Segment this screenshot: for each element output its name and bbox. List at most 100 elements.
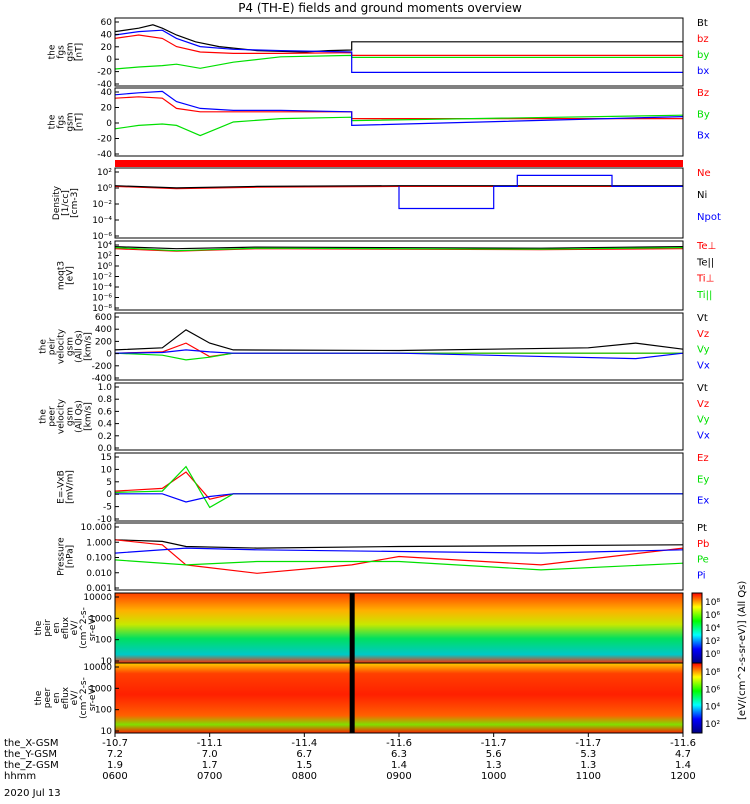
ylabel-peer_velocity: [km/s] — [84, 402, 94, 431]
ytick-label-fgs_gsm: -20 — [97, 68, 112, 78]
footer-value: 4.7 — [675, 749, 691, 760]
colorbar-tick-peir_en_eflux: 10² — [705, 637, 720, 647]
legend-pressure-Pb: Pb — [697, 539, 709, 550]
spectrogram-peir_en_eflux — [115, 593, 683, 663]
frame-efield — [114, 452, 684, 522]
footer-value: -11.1 — [197, 738, 223, 749]
legend-efield-Ez: Ez — [697, 453, 709, 464]
colorbar-tick-peer_en_eflux: 10⁸ — [705, 668, 720, 678]
panel-peir_en_eflux: 10⁸ 10⁶ 10⁴ 10² 10⁰ [eV/(cm^2-s-sr-eV)] (All … — [34, 581, 748, 720]
series-temperature-Te|| — [114, 246, 684, 250]
footer-value: 1.9 — [107, 760, 123, 771]
ytick-label-peir_velocity: 600 — [95, 313, 112, 323]
footer-value: 0600 — [102, 771, 127, 782]
footer-label-the_X-GSM: the_X-GSM — [4, 738, 58, 749]
footer-value: -10.7 — [102, 738, 128, 749]
ytick-label-peer_velocity: 0.6 — [98, 407, 113, 417]
ylabel-temperature: moqt3 — [57, 261, 67, 290]
ytick-label-peer_velocity: 0.2 — [98, 432, 112, 442]
data-gap-marker — [349, 593, 355, 663]
colorbar-tick-peer_en_eflux: 10² — [705, 720, 720, 730]
ytick-label-temperature: 10⁻⁶ — [92, 294, 112, 304]
series-density-Npot — [398, 174, 683, 210]
legend-temperature-Te⊥: Te⊥ — [696, 241, 716, 252]
ytick-label-peir_en_eflux: 10000 — [83, 593, 112, 603]
ylabel-peer_en_eflux: peer — [43, 687, 53, 708]
colorbar-tick-peir_en_eflux: 10⁸ — [705, 598, 720, 608]
frame-pressure — [114, 522, 684, 591]
colorbar-label: [eV/(cm^2-s-sr-eV)] (All Qs) — [737, 581, 748, 720]
legend-fgs_gsm_2-Bx: Bx — [697, 131, 710, 142]
ylabel-peer_en_eflux: eflux — [61, 686, 71, 709]
series-peir_velocity-Vy — [114, 352, 683, 361]
footer-value: -11.6 — [386, 738, 412, 749]
footer-value: 1.3 — [486, 760, 502, 771]
ylabel-density: [cm-3] — [70, 188, 80, 218]
ylabel-peer_velocity: peer — [48, 406, 58, 427]
footer-value: 1.3 — [580, 760, 596, 771]
footer-value: 1200 — [670, 771, 695, 782]
ytick-label-efield: 15 — [101, 453, 112, 463]
legend-efield-Ex: Ex — [697, 496, 709, 507]
ytick-label-pressure: 0.001 — [86, 584, 112, 594]
legend-peir_velocity-Vx: Vx — [697, 360, 710, 371]
ylabel-peer_en_eflux: (cm^2-s- — [79, 677, 89, 719]
ytick-label-peir_en_eflux: 1000 — [89, 614, 112, 624]
legend-fgs_gsm-bx: bx — [697, 66, 709, 77]
ytick-label-fgs_gsm: 0 — [106, 55, 112, 65]
ytick-label-peir_en_eflux: 10 — [101, 657, 113, 667]
colorbar-peir_en_eflux — [691, 592, 703, 664]
footer-value: 1.7 — [202, 760, 218, 771]
series-efield-Ez — [114, 471, 683, 500]
panel-efield: Ez Ey Ex 15 10 5 0 -5 -10 E=-VxB [mV/m] — [57, 452, 709, 525]
ylabel-density: Density — [52, 185, 62, 220]
ylabel-peer_en_eflux: sr-eV) — [88, 685, 98, 711]
data-gap-marker — [349, 663, 355, 733]
ytick-label-fgs_gsm_2: 40 — [101, 88, 113, 98]
ylabel-peir_en_eflux: peir — [43, 619, 53, 637]
ytick-label-peer_velocity: 0.8 — [98, 395, 113, 405]
footer-value: 1100 — [576, 771, 601, 782]
ytick-label-temperature: 10⁻⁸ — [92, 304, 112, 314]
ylabel-peir_en_eflux: en — [52, 622, 62, 633]
series-density-Ni — [114, 185, 683, 189]
colorbar-tick-peir_en_eflux: 10⁰ — [705, 650, 720, 660]
ylabel-fgs_gsm: fgs — [57, 45, 67, 59]
ylabel-fgs_gsm: gsm — [66, 42, 76, 61]
series-temperature-Ti|| — [114, 247, 684, 252]
ylabel-peir_velocity: [km/s] — [84, 332, 94, 361]
ytick-label-peer_velocity: 1.0 — [98, 383, 113, 393]
ylabel-density: [1/cc] — [61, 190, 71, 216]
footer-value: 1000 — [481, 771, 506, 782]
legend-peer_velocity-Vy: Vy — [697, 415, 710, 426]
legend-peir_velocity-Vz: Vz — [697, 329, 709, 340]
legend-fgs_gsm_2-Bz: Bz — [697, 88, 709, 99]
ytick-label-efield: -10 — [97, 515, 112, 525]
ylabel-fgs_gsm: [nT] — [75, 43, 85, 61]
ylabel-peir_en_eflux: (cm^2-s- — [79, 607, 89, 649]
ytick-label-temperature: 10⁰ — [97, 262, 112, 272]
ytick-label-peer_en_eflux: 1000 — [89, 684, 112, 694]
quality-flag-bar — [115, 160, 683, 167]
ylabel-peer_velocity: velocity — [57, 398, 67, 434]
ytick-label-density: 10⁻⁴ — [92, 216, 112, 226]
date-label: 2020 Jul 13 — [4, 788, 61, 799]
footer-value: 0900 — [386, 771, 411, 782]
ytick-label-pressure: 1.000 — [86, 538, 112, 548]
ylabel-peir_en_eflux: the — [34, 620, 44, 635]
legend-fgs_gsm-by: by — [697, 50, 709, 61]
footer-value: -11.7 — [575, 738, 601, 749]
panel-peer_velocity: Vt Vz Vy Vx 1.0 0.8 0.6 0.4 0.2 0.0 the peer velocit… — [39, 382, 710, 454]
frame-fgs_gsm — [114, 17, 684, 87]
legend-density-Npot: Npot — [697, 212, 721, 223]
ytick-label-pressure: 0.010 — [86, 569, 112, 579]
ylabel-fgs_gsm_2: [nT] — [75, 113, 85, 131]
ytick-label-fgs_gsm_2: 0 — [106, 119, 112, 129]
ytick-label-temperature: 10⁻⁴ — [92, 283, 112, 293]
legend-fgs_gsm_2-By: By — [697, 109, 710, 120]
ylabel-efield: E=-VxB — [57, 470, 67, 504]
ylabel-peer_velocity: gsm — [66, 407, 76, 426]
ytick-label-efield: 0 — [106, 490, 112, 500]
panel-pressure: Pt Pb Pe Pi 10.000 1.000 0.100 0.010 0.001 Pressu… — [57, 522, 709, 594]
ytick-label-pressure: 0.100 — [86, 554, 112, 564]
